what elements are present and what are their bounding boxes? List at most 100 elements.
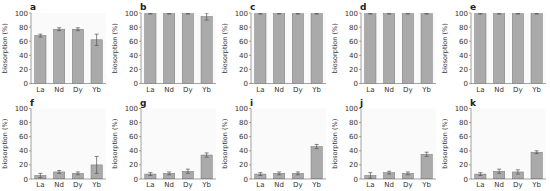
error-cap — [95, 173, 99, 174]
error-cap — [368, 178, 372, 179]
x-tick-label: La — [146, 86, 154, 94]
error-bar — [76, 172, 80, 175]
error-bar — [76, 28, 80, 31]
plot-background — [141, 109, 216, 180]
error-stem — [206, 13, 207, 20]
y-axis-line — [31, 109, 32, 180]
y-tick-label: 100 — [345, 105, 358, 113]
bar — [402, 14, 413, 84]
error-cap — [406, 174, 410, 175]
bar — [475, 14, 486, 84]
error-cap — [38, 34, 42, 35]
bar — [512, 14, 523, 84]
error-stem — [389, 171, 390, 174]
marks — [365, 152, 433, 179]
error-cap — [387, 171, 391, 172]
x-tick-label: Nd — [54, 86, 64, 94]
error-cap — [497, 14, 501, 15]
x-tick-label: La — [146, 181, 154, 189]
panel: 020406080100LaNdDyYbbiosorption (%)a — [1, 2, 106, 94]
bar — [531, 152, 542, 179]
error-cap — [186, 173, 190, 174]
x-tick-label: Dy — [293, 181, 303, 189]
error-stem — [187, 169, 188, 173]
panel-title: d — [360, 2, 366, 12]
y-tick-label: 100 — [455, 105, 468, 113]
y-tick-label: 80 — [239, 119, 248, 127]
error-cap — [516, 13, 520, 14]
x-tick-label: La — [366, 181, 374, 189]
error-bar — [167, 13, 171, 15]
figure: 020406080100LaNdDyYbbiosorption (%)a0204… — [0, 0, 550, 191]
error-cap — [535, 153, 539, 154]
error-cap — [406, 14, 410, 15]
y-tick-label: 0 — [464, 176, 468, 184]
error-bar — [478, 13, 482, 15]
bar — [182, 14, 193, 84]
y-tick-label: 60 — [459, 38, 468, 46]
error-bar — [497, 169, 501, 173]
error-cap — [516, 169, 520, 170]
error-stem — [150, 173, 151, 176]
y-axis-label: biosorption (%) — [441, 23, 449, 73]
y-tick-label: 0 — [134, 176, 138, 184]
x-axis-line — [141, 179, 216, 180]
error-cap — [57, 27, 61, 28]
y-tick-label: 60 — [129, 38, 138, 46]
x-tick-label: La — [256, 86, 264, 94]
y-axis-label: biosorption (%) — [221, 119, 229, 169]
x-tick-label: Yb — [91, 86, 101, 94]
x-tick-label: La — [366, 86, 374, 94]
x-tick-label: La — [36, 181, 44, 189]
x-tick-label: Dy — [73, 181, 83, 189]
error-cap — [57, 30, 61, 31]
error-cap — [406, 171, 410, 172]
error-cap — [478, 14, 482, 15]
error-bar — [167, 172, 171, 175]
panel-title: a — [30, 2, 36, 12]
x-axis-line — [251, 83, 326, 84]
y-tick-label: 0 — [244, 80, 248, 88]
x-tick-label: Dy — [513, 86, 523, 94]
y-tick-label: 100 — [345, 10, 358, 18]
error-bar — [387, 171, 391, 174]
y-tick-label: 20 — [459, 161, 468, 169]
marks — [365, 13, 433, 83]
error-bar — [315, 13, 319, 15]
y-axis-label: biosorption (%) — [331, 23, 339, 73]
bar — [201, 17, 212, 84]
error-cap — [186, 169, 190, 170]
error-bar — [516, 13, 520, 15]
y-axis-line — [31, 13, 32, 84]
x-tick-label: Nd — [384, 181, 394, 189]
error-bar — [277, 172, 281, 175]
y-tick-label: 20 — [459, 66, 468, 74]
y-axis-line — [251, 13, 252, 84]
x-tick-label: Dy — [183, 181, 193, 189]
x-tick-label: Nd — [274, 181, 284, 189]
error-cap — [205, 152, 209, 153]
error-cap — [535, 13, 539, 14]
error-cap — [425, 14, 429, 15]
y-tick-label: 60 — [129, 133, 138, 141]
y-tick-label: 0 — [354, 80, 358, 88]
x-axis-line — [251, 179, 326, 180]
error-bar — [148, 13, 152, 15]
error-cap — [315, 144, 319, 145]
error-bar — [535, 151, 539, 154]
x-tick-label: La — [476, 86, 484, 94]
error-bar — [205, 13, 209, 20]
bar — [494, 14, 505, 84]
y-tick-label: 80 — [239, 24, 248, 32]
bar — [421, 14, 432, 84]
error-cap — [205, 13, 209, 14]
x-axis-line — [31, 179, 106, 180]
marks — [35, 28, 103, 84]
y-tick-label: 80 — [129, 119, 138, 127]
y-tick-label: 0 — [464, 80, 468, 88]
panel: 020406080100LaNdDyYbbiosorption (%)b — [111, 2, 216, 94]
error-cap — [516, 14, 520, 15]
error-bar — [425, 152, 429, 156]
error-stem — [499, 169, 500, 173]
error-bar — [497, 13, 501, 15]
